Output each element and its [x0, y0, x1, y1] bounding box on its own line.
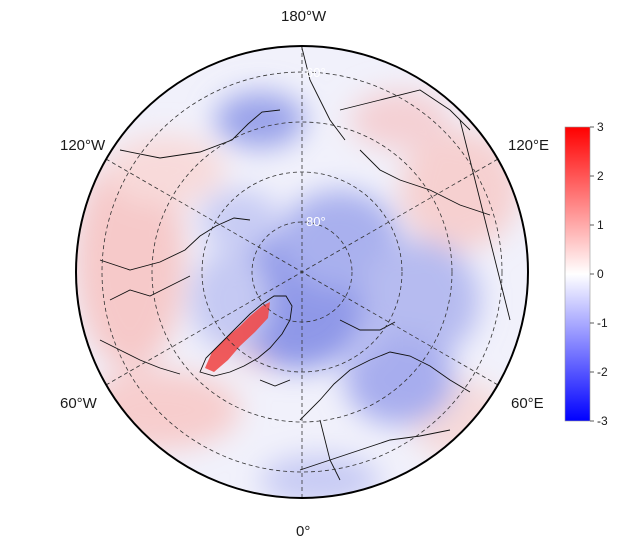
parallels	[101, 71, 503, 473]
colorbar-tick-label: -2	[597, 365, 608, 379]
lon-label-120w: 120°W	[60, 137, 106, 154]
map-border	[75, 45, 529, 499]
lon-label-60e: 60°E	[511, 395, 544, 412]
lat-label-80: 80°	[306, 214, 326, 229]
colorbar-tick-label: 0	[597, 267, 604, 281]
colorbar-ticks	[590, 126, 594, 422]
colorbar	[564, 126, 591, 422]
anomaly-field	[76, 46, 528, 498]
meridians	[105, 46, 499, 498]
colorbar-tick-label: 3	[597, 120, 604, 134]
lon-label-60w: 60°W	[60, 395, 97, 412]
lon-label-180w: 180°W	[281, 8, 327, 25]
colorbar-tick-label: -3	[597, 414, 608, 428]
colorbar-tick-label: 2	[597, 169, 604, 183]
lon-label-0: 0°	[296, 523, 311, 540]
lon-label-120e: 120°E	[508, 137, 550, 154]
colorbar-tick-label: -1	[597, 316, 608, 330]
lat-label-60: 60°	[306, 65, 326, 80]
colorbar-tick-label: 1	[597, 218, 604, 232]
